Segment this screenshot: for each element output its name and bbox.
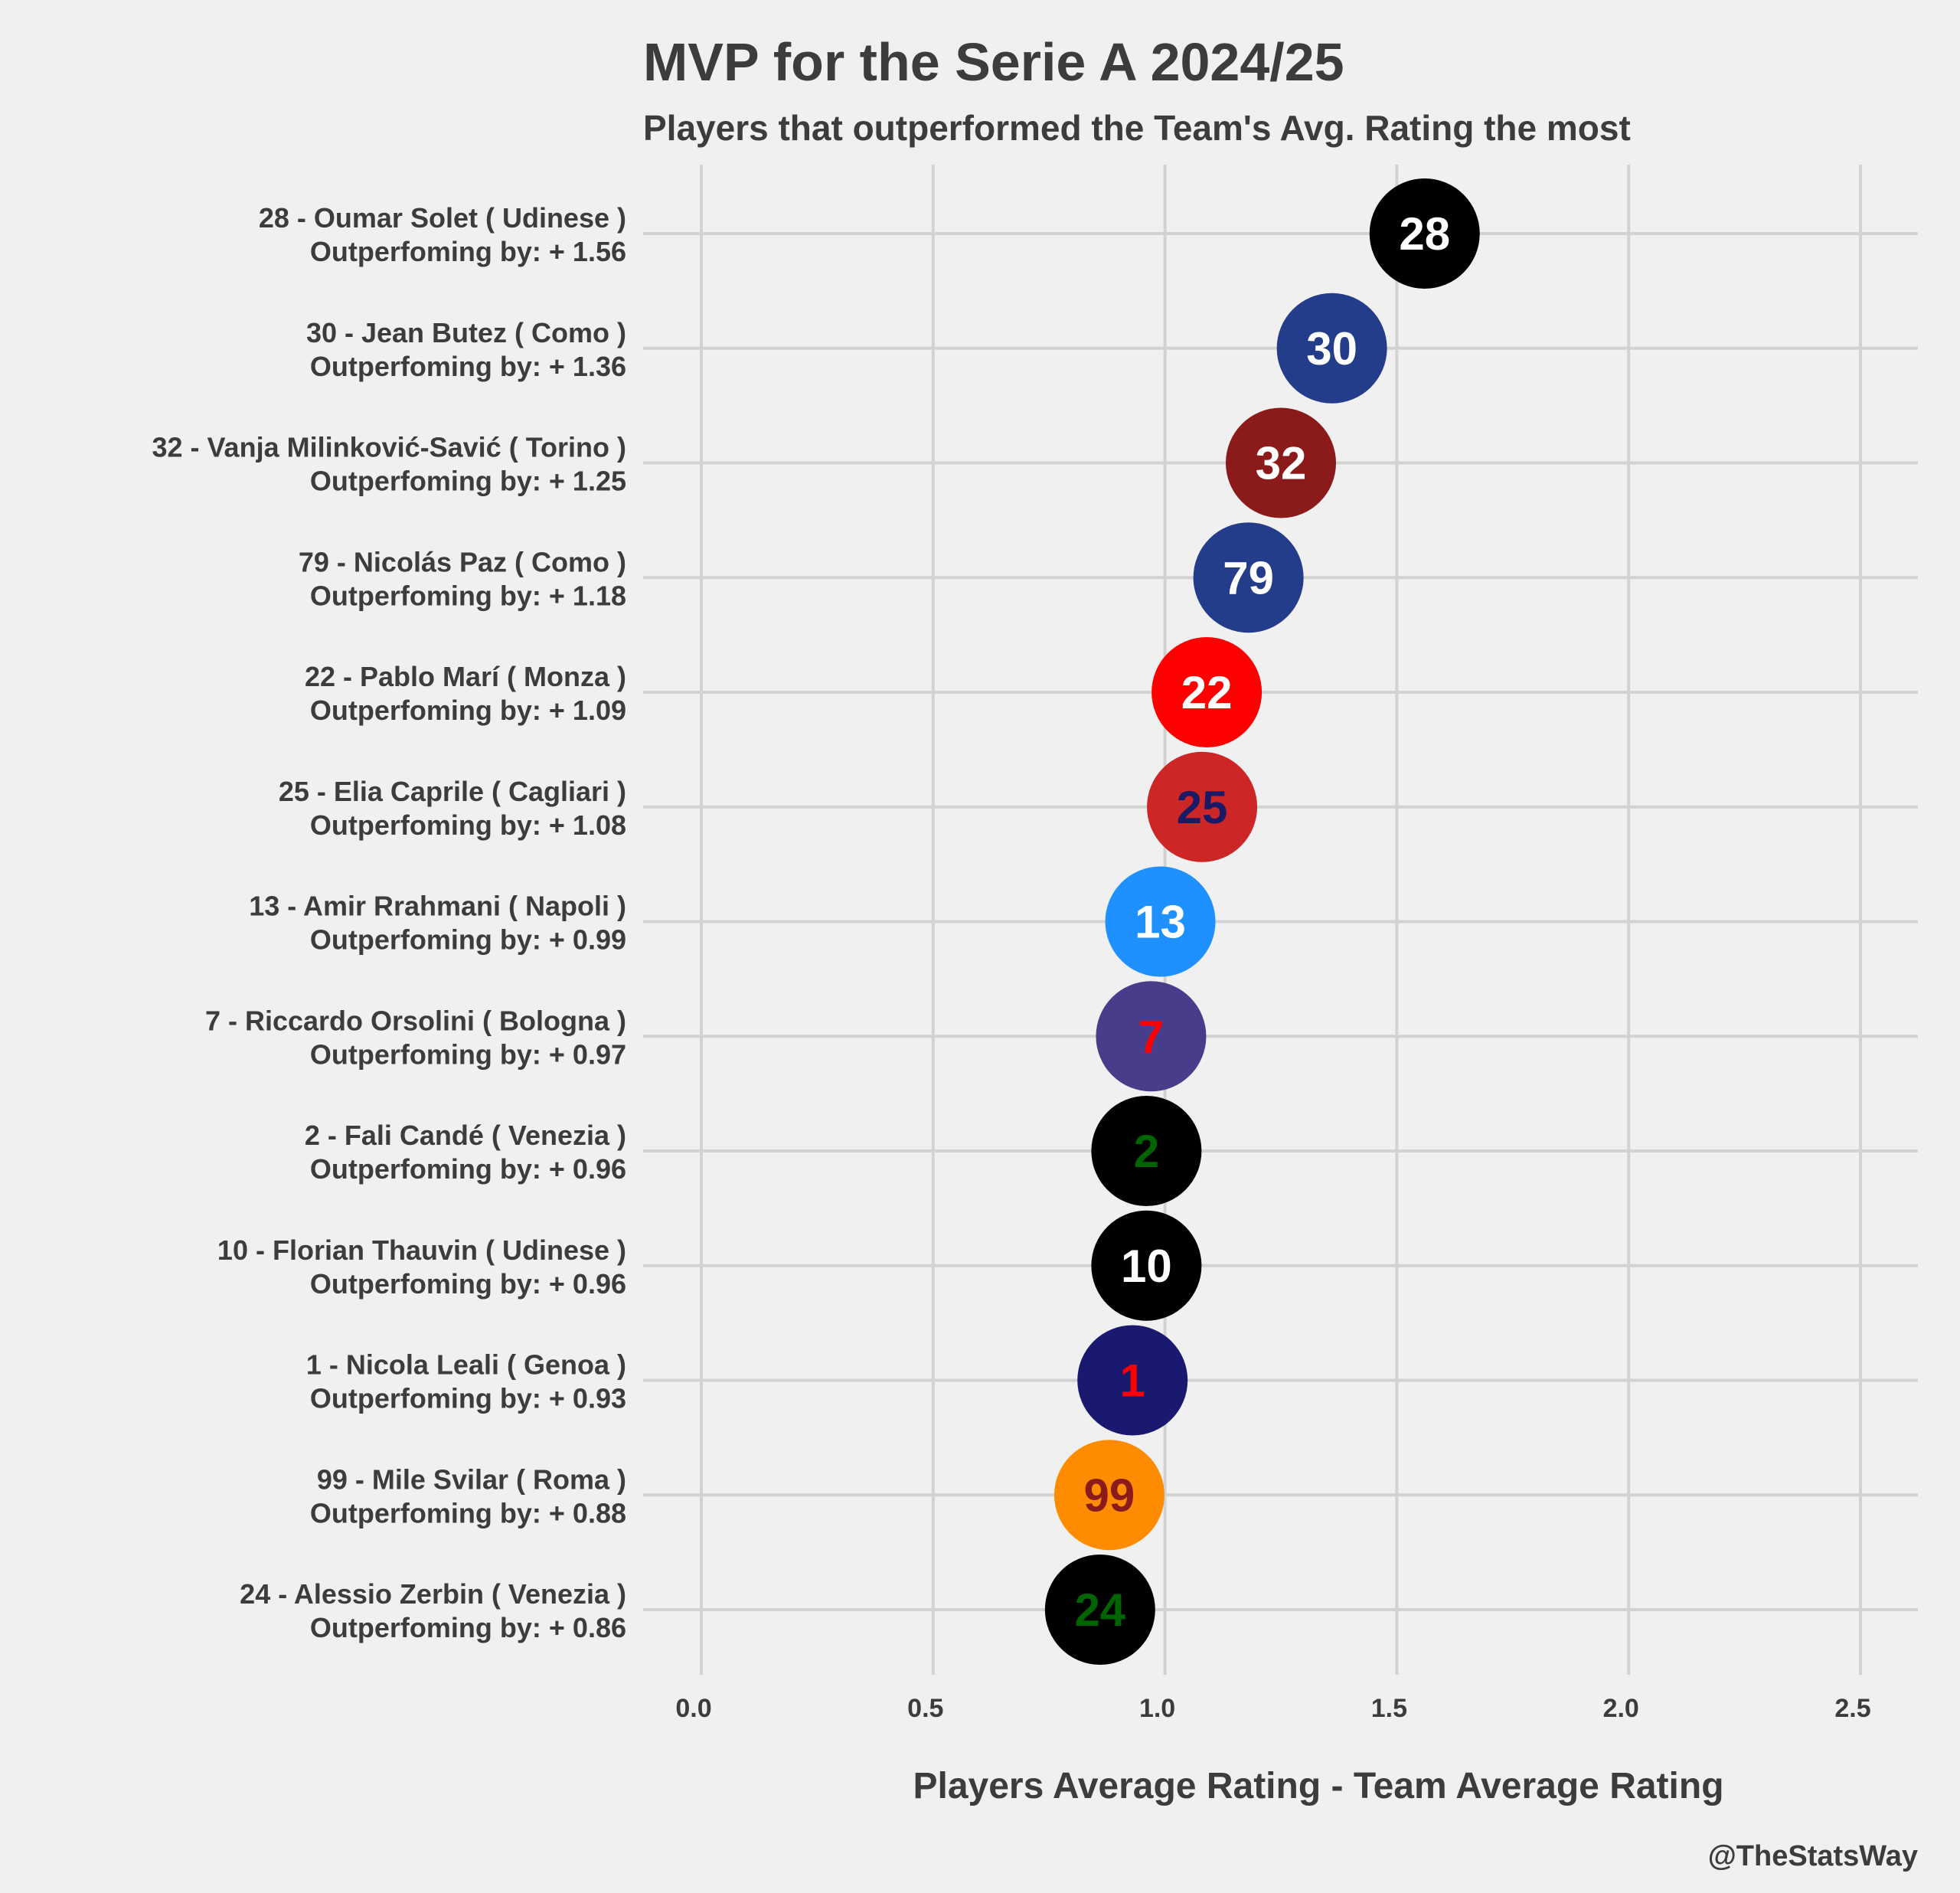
player-number: 99 (1084, 1470, 1135, 1521)
player-dot (1091, 1096, 1202, 1206)
player-number: 7 (1138, 1011, 1164, 1062)
outperform-label: Outperfoming by: + 1.08 (310, 809, 626, 841)
player-number: 28 (1399, 208, 1450, 260)
x-tick-label: 0.5 (907, 1694, 943, 1723)
player-label: 28 - Oumar Solet ( Udinese ) (259, 202, 626, 234)
player-dot (1276, 293, 1387, 404)
player-number: 2 (1134, 1126, 1159, 1177)
player-dot (1044, 1555, 1155, 1665)
y-labels: 28 - Oumar Solet ( Udinese )Outperfoming… (152, 202, 627, 1643)
player-label: 30 - Jean Butez ( Como ) (306, 317, 626, 348)
player-dot (1147, 751, 1258, 862)
data-points: 28 30 32 79 22 25 13 7 2 10 1 99 24 (1044, 178, 1480, 1665)
player-number: 13 (1135, 897, 1186, 948)
outperform-label: Outperfoming by: + 0.86 (310, 1612, 626, 1643)
outperform-label: Outperfoming by: + 1.25 (310, 466, 626, 497)
chart-subtitle: Players that outperformed the Team's Avg… (643, 108, 1631, 148)
outperform-label: Outperfoming by: + 0.96 (310, 1153, 626, 1185)
player-number: 79 (1223, 552, 1274, 603)
outperform-label: Outperfoming by: + 1.09 (310, 695, 626, 726)
player-label: 2 - Fali Candé ( Venezia ) (305, 1120, 626, 1151)
x-axis-label: Players Average Rating - Team Average Ra… (913, 1766, 1723, 1806)
player-label: 22 - Pablo Marí ( Monza ) (305, 661, 626, 692)
player-dot (1226, 407, 1336, 518)
player-label: 24 - Alessio Zerbin ( Venezia ) (240, 1578, 626, 1610)
player-number: 30 (1306, 323, 1357, 374)
player-number: 25 (1177, 782, 1228, 833)
grid-layer (643, 165, 1918, 1675)
outperform-label: Outperfoming by: + 0.99 (310, 924, 626, 956)
player-dot (1193, 522, 1304, 633)
outperform-label: Outperfoming by: + 0.88 (310, 1497, 626, 1528)
credit: @TheStatsWay (1708, 1840, 1918, 1872)
player-dot (1369, 178, 1480, 289)
player-label: 13 - Amir Rrahmani ( Napoli ) (249, 891, 626, 922)
player-label: 25 - Elia Caprile ( Cagliari ) (279, 776, 626, 807)
x-tick-labels: 0.0 0.5 1.0 1.5 2.0 2.5 (675, 1694, 1870, 1723)
player-label: 99 - Mile Svilar ( Roma ) (317, 1463, 626, 1495)
x-tick-label: 1.0 (1139, 1694, 1175, 1723)
x-tick-label: 1.5 (1371, 1694, 1407, 1723)
outperform-label: Outperfoming by: + 1.18 (310, 580, 626, 611)
player-label: 10 - Florian Thauvin ( Udinese ) (217, 1234, 626, 1266)
chart-title: MVP for the Serie A 2024/25 (643, 32, 1344, 92)
player-number: 1 (1120, 1355, 1145, 1407)
player-number: 24 (1074, 1584, 1125, 1636)
x-tick-label: 2.0 (1603, 1694, 1639, 1723)
player-label: 32 - Vanja Milinković-Savić ( Torino ) (152, 432, 627, 463)
outperform-label: Outperfoming by: + 1.56 (310, 236, 626, 267)
x-tick-label: 2.5 (1834, 1694, 1870, 1723)
player-dot (1091, 1210, 1202, 1321)
player-label: 7 - Riccardo Orsolini ( Bologna ) (205, 1005, 626, 1036)
outperform-label: Outperfoming by: + 0.97 (310, 1038, 626, 1070)
player-number: 32 (1256, 438, 1307, 489)
player-dot (1054, 1440, 1165, 1551)
outperform-label: Outperfoming by: + 0.96 (310, 1268, 626, 1300)
player-dot (1105, 866, 1216, 977)
player-dot (1077, 1325, 1188, 1436)
player-number: 10 (1121, 1241, 1172, 1292)
player-number: 22 (1181, 667, 1233, 718)
x-tick-label: 0.0 (675, 1694, 711, 1723)
player-label: 1 - Nicola Leali ( Genoa ) (306, 1349, 626, 1381)
player-label: 79 - Nicolás Paz ( Como ) (299, 546, 626, 577)
player-dot (1152, 637, 1263, 747)
outperform-label: Outperfoming by: + 1.36 (310, 351, 626, 382)
outperform-label: Outperfoming by: + 0.93 (310, 1383, 626, 1414)
player-dot (1096, 981, 1207, 1092)
